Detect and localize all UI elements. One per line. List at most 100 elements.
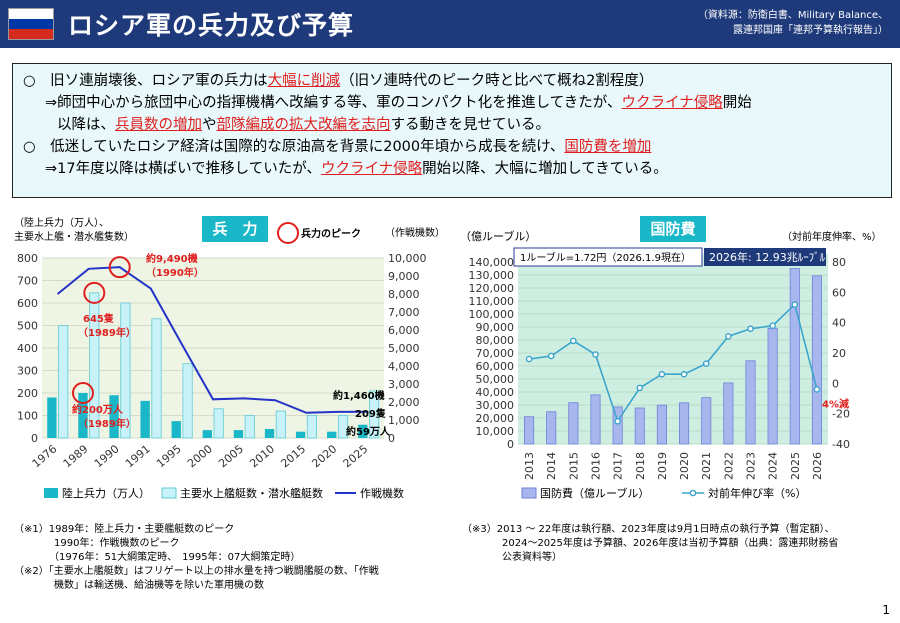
x-tick: 2016 <box>590 452 603 480</box>
summary-text: する動きを見せている。 <box>390 117 551 133</box>
y-tick-right: 10,000 <box>388 252 427 265</box>
y-tick-left: 90,000 <box>476 321 515 334</box>
legend-label-budget: 国防費（億ルーブル） <box>540 486 649 500</box>
footnote-left: （※1）1989年：陸上兵力・主要艦艇数のピーク 1990年：作戦機数のピーク … <box>14 523 379 593</box>
point-growth-rate <box>813 386 821 393</box>
y-axis-label-right: （対前年度伸率、%） <box>782 230 882 243</box>
summary-line: 以降は、兵員数の増加や部隊編成の拡大改編を志向する動きを見せている。 <box>23 114 881 136</box>
point-growth-rate <box>769 322 776 329</box>
summary-text: 以降は、 <box>57 117 115 133</box>
y-tick-left: 100,000 <box>469 308 515 321</box>
bar-defense-budget <box>634 407 645 445</box>
point-growth-rate <box>636 384 644 392</box>
peak-legend-label: 兵力のピーク <box>301 227 361 240</box>
summary-text: や <box>202 117 217 133</box>
bar-defense-budget <box>811 275 822 445</box>
x-tick: 2000 <box>185 442 215 470</box>
x-tick: 2021 <box>700 452 713 480</box>
summary-text: 開始以降、大幅に増加してきている。 <box>422 161 668 177</box>
footnote-line: （1976年：51大綱策定時、 1995年：07大綱策定時） <box>14 552 301 563</box>
point-growth-rate <box>791 301 799 308</box>
point-growth-rate <box>702 360 710 367</box>
x-tick: 2017 <box>612 452 625 480</box>
bar-ships <box>275 410 286 439</box>
annotation-ships-peak-year: （1989年） <box>78 326 136 339</box>
bar-ships <box>244 415 255 439</box>
annotation-aircraft-peak-year: （1990年） <box>146 266 204 279</box>
bar-ground-forces <box>264 429 275 438</box>
x-tick: 2019 <box>656 452 669 480</box>
point-growth-rate <box>592 351 599 358</box>
y-tick-left: 0 <box>31 432 38 445</box>
y-tick-left: 80,000 <box>476 334 515 347</box>
y-tick-right: 8,000 <box>388 288 420 301</box>
bar-ships <box>337 415 349 439</box>
chart-badge-label: 兵 力 <box>212 220 257 238</box>
highlight-text: 部隊編成の拡大改編を志向 <box>216 117 391 133</box>
budget-2026-note-box <box>704 248 826 266</box>
footnote-line: （※1）1989年：陸上兵力・主要艦艇数のピーク <box>14 524 235 535</box>
x-tick: 2013 <box>523 452 536 480</box>
y-tick-left: 50,000 <box>476 373 515 386</box>
source-line: （資料源：防衛白書、Military Balance、 <box>697 10 888 21</box>
y-tick-right: 4,000 <box>388 360 420 373</box>
annotation-latest-aircraft: 約1,460機 <box>333 389 385 402</box>
y-tick-left: 130,000 <box>469 269 515 282</box>
annotation-latest-ships: 209隻 <box>355 407 386 420</box>
footnote-line: 1990年：作戦機数のピーク <box>14 538 180 549</box>
peak-marker-ground <box>71 382 94 404</box>
peak-marker-aircraft <box>108 256 131 279</box>
x-tick: 1989 <box>61 442 91 470</box>
y-tick-right: 80 <box>832 256 846 269</box>
y-tick-left: 20,000 <box>476 412 515 425</box>
y-tick-left: 800 <box>17 252 38 265</box>
bar-defense-budget <box>568 402 579 445</box>
x-tick: 2026 <box>811 452 824 480</box>
x-tick: 2010 <box>247 442 277 470</box>
legend-marker-rate <box>689 489 697 497</box>
chart-badge <box>202 216 268 242</box>
bar-ground-forces <box>202 430 212 438</box>
bar-defense-budget <box>789 268 800 445</box>
x-tick: 1995 <box>154 442 184 470</box>
bar-defense-budget <box>745 360 756 445</box>
x-tick: 2020 <box>678 452 691 480</box>
plot-background <box>518 254 828 444</box>
chart-badge-label: 国防費 <box>650 220 695 238</box>
y-axis-label-right: （作戦機数） <box>385 226 445 239</box>
y-axis-label-left: 主要水上艦・潜水艦隻数） <box>14 230 134 243</box>
legend-swatch-ships <box>161 487 177 499</box>
summary-text: ⇒師団中心から旅団中心の指揮機構へ改編する等、軍のコンパクト化を推進してきたが、 <box>45 95 622 111</box>
source-note: （資料源：防衛白書、Military Balance、 露連邦国庫「連邦予算執行… <box>698 8 888 38</box>
y-tick-right: 0 <box>832 377 839 390</box>
x-tick: 2015 <box>567 452 580 480</box>
annotation-ground-peak: 約200万人 <box>72 403 124 416</box>
y-tick-left: 0 <box>507 438 514 451</box>
chart-badge <box>640 216 706 242</box>
footnote-right: （※3）2013 ～ 22年度は執行額、2023年度は9月1日時点の執行予算（暫… <box>462 523 838 565</box>
point-growth-rate <box>725 333 732 340</box>
point-growth-rate <box>747 325 754 333</box>
bar-defense-budget <box>701 397 712 445</box>
russia-flag-icon <box>8 8 54 40</box>
budget-2026-note: 2026年: 12.93兆ﾙｰﾌﾞﾙ <box>709 250 826 264</box>
highlight-text: ウクライナ侵略 <box>621 95 723 111</box>
footnote-line: 機数」は輸送機、給油機等を除いた軍用機の数 <box>14 580 264 591</box>
y-tick-left: 200 <box>17 387 38 400</box>
summary-text: ⇒17年度以降は横ばいで推移していたが、 <box>45 161 321 177</box>
bar-defense-budget <box>679 402 690 445</box>
y-tick-left: 30,000 <box>476 399 515 412</box>
bar-defense-budget <box>656 404 667 445</box>
summary-text: （旧ソ連時代のピーク時と比べて概ね2割程度） <box>340 73 654 89</box>
summary-line: ⇒師団中心から旅団中心の指揮機構へ改編する等、軍のコンパクト化を推進してきたが、… <box>23 92 881 114</box>
point-growth-rate <box>614 417 621 425</box>
bar-ships <box>306 415 318 439</box>
y-tick-left: 600 <box>17 297 38 310</box>
annotation-aircraft-peak: 約9,490機 <box>146 252 198 265</box>
legend-label-ships: 主要水上艦艇数・潜水艦艇数 <box>180 486 323 500</box>
bar-ground-forces <box>295 431 306 438</box>
y-tick-left: 10,000 <box>476 425 515 438</box>
x-tick: 2022 <box>722 452 735 480</box>
footnote-line: 公表資料等） <box>462 552 562 563</box>
bar-ground-forces <box>109 395 119 438</box>
